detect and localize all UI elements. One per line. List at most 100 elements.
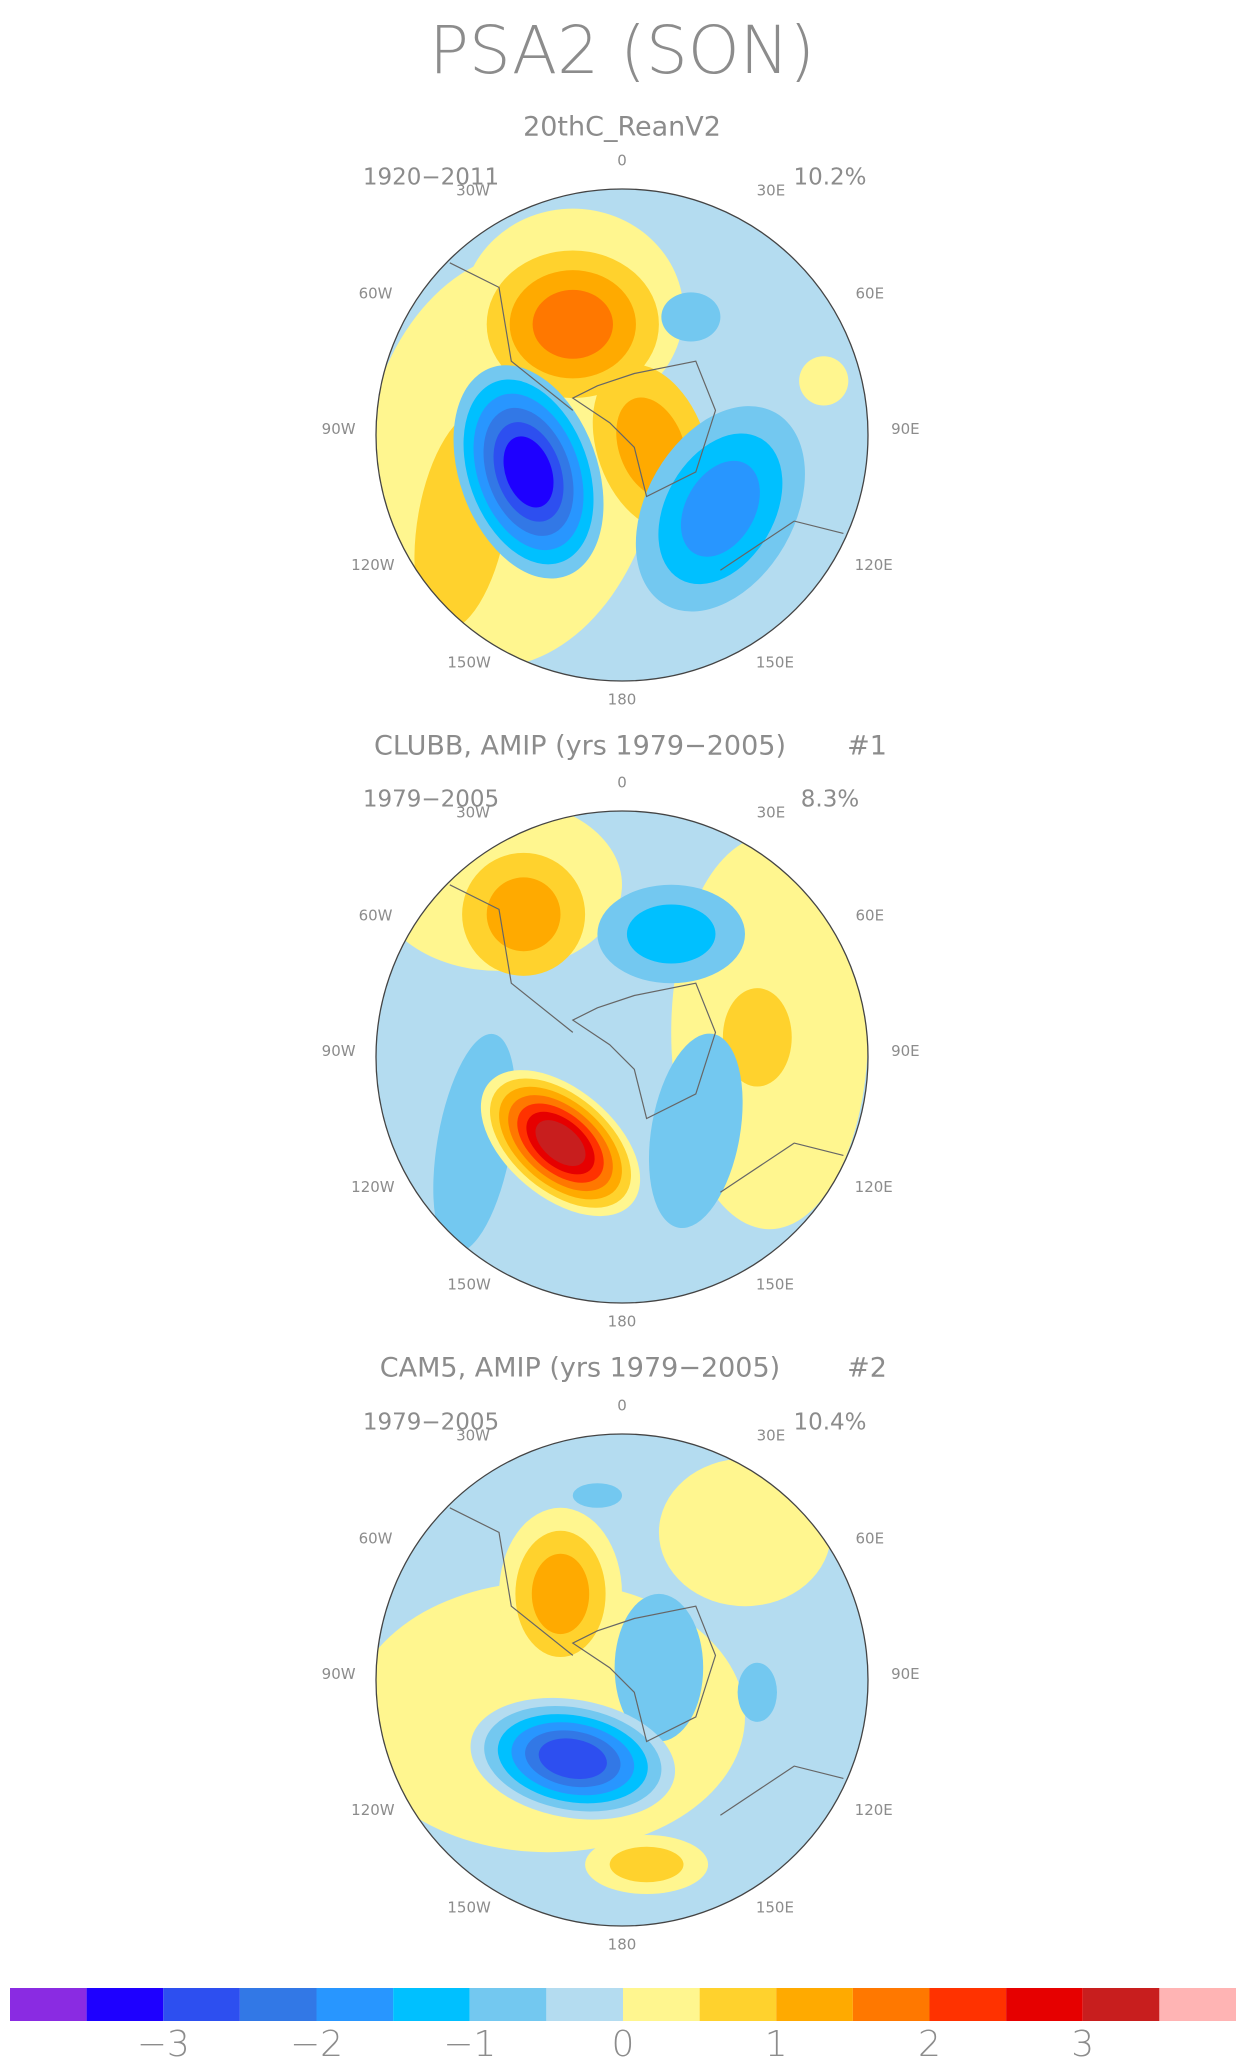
- run-label: #1: [847, 731, 887, 762]
- longitude-label: 180: [608, 1312, 637, 1330]
- longitude-label: 90E: [891, 1665, 920, 1683]
- colorbar-box: [1159, 1988, 1236, 2021]
- longitude-label: 0: [617, 1396, 627, 1414]
- longitude-label: 60W: [359, 284, 393, 302]
- longitude-label: 150E: [756, 1899, 794, 1917]
- longitude-label: 30E: [757, 804, 786, 822]
- longitude-label: 0: [617, 151, 627, 169]
- contour-region: [503, 436, 554, 508]
- longitude-label: 0: [617, 773, 627, 791]
- longitude-label: 150W: [447, 1899, 491, 1917]
- coastline: [449, 262, 574, 411]
- period-label: 1920−2011: [363, 165, 499, 191]
- variance-label: 8.3%: [801, 787, 859, 813]
- longitude-label: 150W: [447, 654, 491, 672]
- colorbar-label: −3: [137, 2024, 190, 2064]
- colorbar-label: 0: [612, 2024, 635, 2064]
- contour-region: [661, 292, 721, 342]
- longitude-label: 60W: [359, 906, 393, 924]
- contour-region: [609, 1846, 684, 1883]
- panel-title: CLUBB, AMIP (yrs 1979−2005): [374, 731, 786, 762]
- colorbar-label: 3: [1071, 2024, 1094, 2064]
- colorbar-box: [469, 1988, 547, 2021]
- longitude-label: 30E: [757, 1427, 786, 1445]
- longitude-label: 60E: [855, 906, 884, 924]
- coastline: [571, 982, 717, 1120]
- colorbar-box: [393, 1988, 470, 2021]
- contour-region: [799, 356, 849, 406]
- map-border: [375, 188, 869, 682]
- colorbar-label: −1: [443, 2024, 496, 2064]
- period-label: 1979−2005: [363, 1410, 499, 1436]
- longitude-label: 150W: [447, 1276, 491, 1294]
- colorbar-box: [852, 1988, 930, 2021]
- colorbar-box: [623, 1988, 700, 2021]
- longitude-label: 120E: [855, 1178, 893, 1196]
- longitude-label: 120E: [855, 556, 893, 574]
- contour-region: [532, 289, 613, 359]
- contour-region: [737, 1662, 777, 1722]
- map-border: [375, 1433, 869, 1927]
- contour-region: [648, 1033, 743, 1229]
- map-field: [376, 1434, 868, 1926]
- colorbar-box: [10, 1988, 87, 2021]
- longitude-label: 90W: [322, 1665, 356, 1683]
- contour-region: [531, 1553, 590, 1635]
- colorbar-box: [776, 1988, 853, 2021]
- coastline: [571, 360, 717, 498]
- coastline: [449, 1507, 574, 1656]
- colorbar-box: [86, 1988, 164, 2021]
- map-field: [376, 189, 868, 681]
- longitude-label: 90E: [891, 420, 920, 438]
- longitude-label: 30E: [757, 182, 786, 200]
- longitude-label: 60W: [359, 1529, 393, 1547]
- colorbar-label: 2: [918, 2024, 941, 2064]
- coastline: [720, 1765, 844, 1816]
- longitude-label: 150E: [756, 654, 794, 672]
- variance-label: 10.2%: [793, 165, 866, 191]
- panel-title: CAM5, AMIP (yrs 1979−2005): [380, 1353, 780, 1384]
- colorbar-label: −2: [290, 2024, 343, 2064]
- longitude-label: 30W: [456, 182, 490, 200]
- colorbar-box: [1082, 1988, 1160, 2021]
- longitude-label: 30W: [456, 804, 490, 822]
- colorbar-box: [316, 1988, 394, 2021]
- longitude-label: 90W: [322, 1042, 356, 1060]
- run-label: #2: [847, 1353, 887, 1384]
- colorbar-box: [163, 1988, 240, 2021]
- period-label: 1979−2005: [363, 787, 499, 813]
- contour-region: [680, 460, 760, 557]
- colorbar-box: [239, 1988, 317, 2021]
- contour-region: [626, 904, 716, 964]
- longitude-label: 120W: [351, 1801, 395, 1819]
- longitude-label: 90E: [891, 1042, 920, 1060]
- longitude-label: 90W: [322, 420, 356, 438]
- longitude-label: 150E: [756, 1276, 794, 1294]
- longitude-label: 120W: [351, 556, 395, 574]
- contour-region: [538, 1738, 607, 1780]
- colorbar-box: [546, 1988, 623, 2021]
- coastline: [720, 1142, 844, 1193]
- longitude-label: 30W: [456, 1427, 490, 1445]
- colorbar-box: [699, 1988, 777, 2021]
- contour-region: [722, 988, 792, 1087]
- colorbar-label: 1: [765, 2024, 788, 2064]
- variance-label: 10.4%: [793, 1410, 866, 1436]
- coastline: [449, 884, 574, 1033]
- coastline: [571, 1605, 717, 1743]
- map-field: [376, 811, 868, 1303]
- longitude-label: 60E: [855, 1529, 884, 1547]
- figure-title: PSA2 (SON): [429, 12, 815, 89]
- longitude-label: 120W: [351, 1178, 395, 1196]
- longitude-label: 120E: [855, 1801, 893, 1819]
- panel-title: 20thC_ReanV2: [523, 112, 721, 143]
- longitude-label: 180: [608, 1935, 637, 1953]
- contour-region: [658, 1458, 832, 1607]
- coastline: [720, 520, 844, 571]
- contour-region: [535, 1120, 586, 1167]
- longitude-label: 180: [608, 690, 637, 708]
- colorbar-box: [929, 1988, 1007, 2021]
- colorbar-box: [1006, 1988, 1083, 2021]
- longitude-label: 60E: [855, 284, 884, 302]
